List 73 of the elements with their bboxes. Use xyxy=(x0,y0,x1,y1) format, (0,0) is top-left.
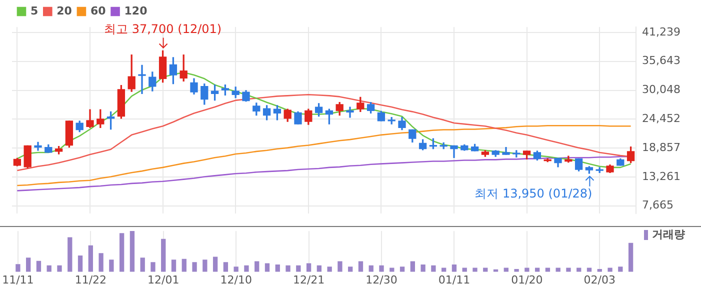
bar xyxy=(78,256,83,272)
bar xyxy=(452,264,457,272)
x-tick-label: 12/30 xyxy=(366,273,398,286)
bar xyxy=(420,264,426,272)
bar xyxy=(88,245,93,272)
x-tick-label: 11/11 xyxy=(2,273,34,286)
x-tick-label: 01/20 xyxy=(511,273,543,286)
bar xyxy=(524,268,530,272)
bar xyxy=(275,264,280,272)
bar xyxy=(327,266,332,272)
bar xyxy=(296,265,301,272)
bar xyxy=(400,266,405,272)
x-tick-label: 12/10 xyxy=(220,273,252,286)
legend-label: 거래량 xyxy=(652,228,685,241)
bar xyxy=(316,265,322,272)
y-tick-label: 13,261 xyxy=(642,170,680,183)
bar xyxy=(57,265,62,272)
y-tick-label: 24,452 xyxy=(642,112,680,126)
bar xyxy=(306,263,312,272)
bar xyxy=(212,256,218,272)
annotation: 최저 13,950 (01/28) xyxy=(474,186,592,201)
bar xyxy=(192,262,197,272)
bar xyxy=(161,238,166,272)
candlestick xyxy=(138,64,146,94)
bar xyxy=(348,266,353,272)
bar xyxy=(223,262,228,272)
legend-label: 20 xyxy=(56,4,72,18)
x-tick-label: 01/11 xyxy=(438,273,470,286)
x-tick-label: 11/22 xyxy=(74,273,107,286)
bar xyxy=(254,261,260,272)
bar xyxy=(618,266,623,272)
bar xyxy=(150,262,156,272)
y-tick-label: 41,239 xyxy=(642,25,680,38)
bar xyxy=(472,268,478,272)
bar xyxy=(119,233,124,272)
y-tick-label: 35,643 xyxy=(642,54,680,68)
bar xyxy=(358,261,364,272)
bar xyxy=(286,265,290,272)
x-tick-label: 12/01 xyxy=(148,273,180,286)
y-tick-label: 18,857 xyxy=(642,140,680,154)
bar xyxy=(431,265,436,272)
legend-label: 120 xyxy=(124,4,148,18)
bar xyxy=(68,237,72,272)
legend-label: 5 xyxy=(30,4,38,18)
bar xyxy=(171,260,176,272)
y-tick-label: 30,048 xyxy=(642,83,680,96)
bar xyxy=(338,261,342,272)
x-tick-label: 02/03 xyxy=(584,273,616,286)
bar xyxy=(109,260,114,272)
bar xyxy=(36,260,42,272)
bar xyxy=(244,265,249,272)
y-tick-label: 7,665 xyxy=(642,198,674,212)
bar xyxy=(46,265,52,272)
bar xyxy=(130,231,135,272)
bar xyxy=(566,268,571,272)
bar xyxy=(26,258,31,272)
bar xyxy=(368,265,374,272)
bar xyxy=(628,242,634,272)
legend-label: 60 xyxy=(90,4,106,18)
bar xyxy=(16,264,20,272)
annotation: 최고 37,700 (12/01) xyxy=(104,22,222,36)
bar xyxy=(202,260,208,272)
bar xyxy=(140,258,145,272)
bar xyxy=(410,261,415,272)
bar xyxy=(98,253,104,272)
candlestick xyxy=(346,106,354,118)
x-tick-label: 12/21 xyxy=(292,273,325,286)
bar xyxy=(264,263,270,272)
bar xyxy=(514,269,519,272)
bar xyxy=(234,266,238,272)
bar xyxy=(379,265,384,272)
bar xyxy=(608,268,612,272)
bar xyxy=(182,258,186,272)
